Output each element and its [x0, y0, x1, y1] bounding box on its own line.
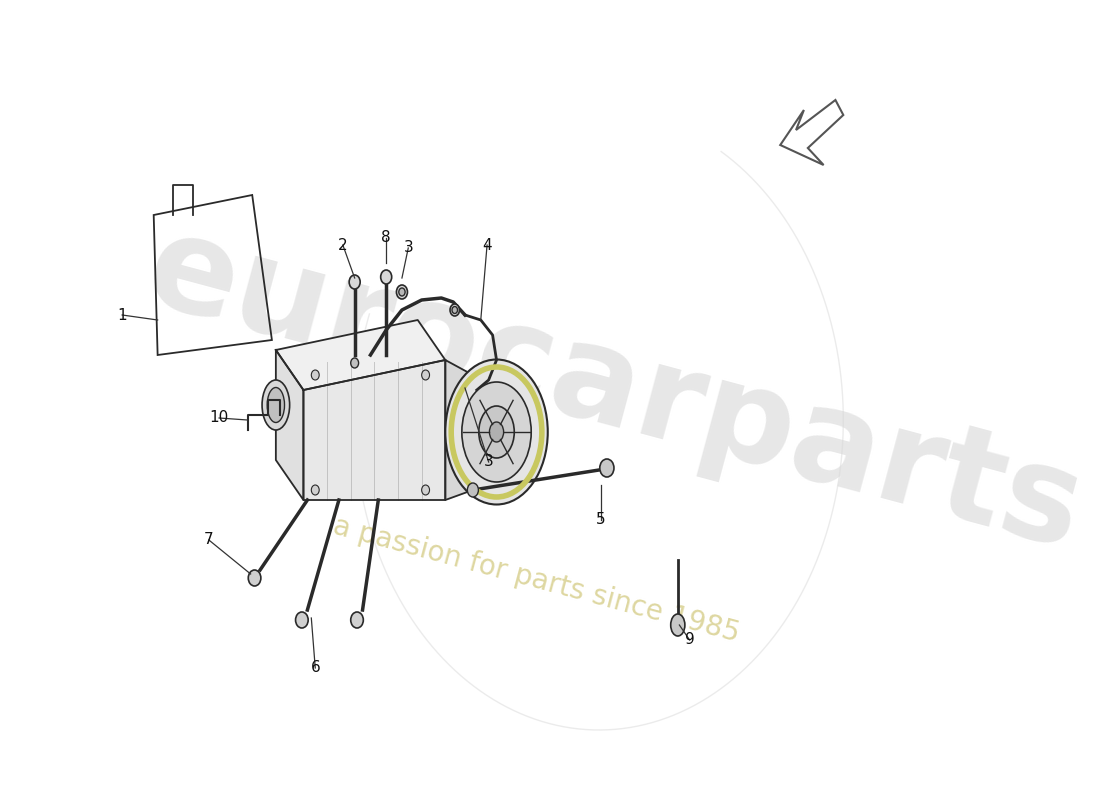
Polygon shape [446, 360, 473, 500]
Polygon shape [304, 360, 446, 500]
Text: 10: 10 [209, 410, 229, 426]
Ellipse shape [249, 570, 261, 586]
Ellipse shape [399, 288, 405, 296]
Ellipse shape [311, 370, 319, 380]
Ellipse shape [421, 370, 429, 380]
Ellipse shape [600, 459, 614, 477]
Text: 2: 2 [338, 238, 348, 253]
Text: 1: 1 [118, 307, 127, 322]
Ellipse shape [478, 406, 515, 458]
Text: 3: 3 [484, 454, 494, 470]
Ellipse shape [311, 485, 319, 495]
Text: a passion for parts since 1985: a passion for parts since 1985 [330, 512, 742, 648]
Text: 8: 8 [382, 230, 390, 246]
Text: eurocarparts: eurocarparts [134, 204, 1096, 576]
Polygon shape [276, 320, 446, 390]
Ellipse shape [421, 485, 429, 495]
Text: 4: 4 [482, 238, 492, 253]
Ellipse shape [296, 612, 308, 628]
Ellipse shape [396, 285, 407, 299]
Ellipse shape [349, 275, 360, 289]
Text: 5: 5 [596, 513, 605, 527]
Ellipse shape [462, 382, 531, 482]
Ellipse shape [452, 306, 458, 314]
Text: 3: 3 [404, 241, 414, 255]
Polygon shape [276, 350, 304, 500]
Ellipse shape [381, 270, 392, 284]
Ellipse shape [490, 422, 504, 442]
Ellipse shape [446, 359, 548, 505]
Ellipse shape [671, 614, 685, 636]
Ellipse shape [468, 483, 478, 497]
Ellipse shape [351, 612, 363, 628]
Ellipse shape [267, 387, 285, 422]
Ellipse shape [351, 358, 359, 368]
Ellipse shape [450, 304, 460, 316]
Ellipse shape [262, 380, 289, 430]
Text: 7: 7 [204, 533, 213, 547]
Text: 6: 6 [310, 661, 320, 675]
Text: 9: 9 [684, 633, 694, 647]
